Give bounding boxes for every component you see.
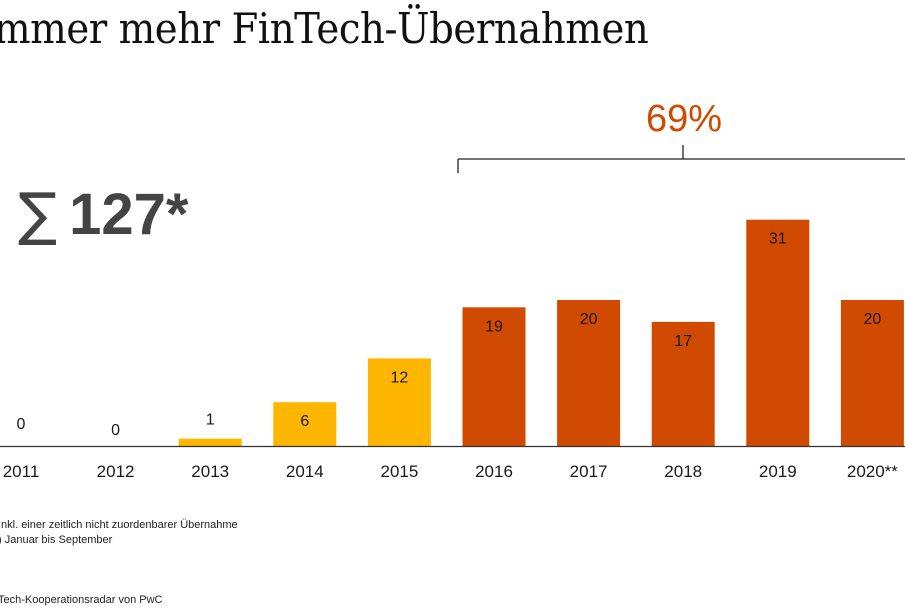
data-label: 20 [864, 311, 882, 328]
x-tick-label: 2018 [664, 462, 702, 481]
x-tick-label: 2012 [97, 462, 135, 481]
x-tick-label: 2014 [286, 462, 324, 481]
x-tick-label: 2013 [191, 462, 229, 481]
footnote-2: ) Januar bis September [0, 534, 113, 546]
x-tick-label: 2015 [380, 462, 418, 481]
bracket-label: 69% [646, 98, 723, 140]
bar-2018 [651, 321, 715, 446]
data-label: 31 [769, 231, 787, 248]
x-tick-label: 2011 [3, 462, 40, 481]
bar-2014 [273, 402, 337, 446]
x-tick-label: 2016 [475, 462, 513, 481]
x-tick-label: 2019 [759, 462, 797, 481]
bar-2013 [178, 438, 242, 446]
bar-2020** [840, 300, 904, 446]
data-label: 0 [111, 422, 120, 439]
data-label: 17 [674, 333, 692, 350]
bar-2015 [367, 358, 431, 446]
total-annotation: ∑ 127* [18, 180, 188, 248]
data-label: 0 [17, 416, 26, 433]
footnote-1: Inkl. einer zeitlich nicht zuordenbarer … [0, 519, 238, 531]
chart-title: mmer mehr FinTech-Übernahmen [0, 4, 649, 53]
data-label: 12 [391, 369, 409, 386]
source-note: Tech-Kooperationsradar von PwC [0, 594, 163, 606]
sum-symbol-icon: ∑ [18, 180, 58, 248]
data-label: 19 [485, 318, 503, 335]
bar-2016 [462, 307, 526, 446]
data-label: 20 [580, 311, 598, 328]
bar-2017 [557, 300, 621, 446]
total-value: 127* [69, 182, 189, 247]
data-label: 6 [300, 413, 309, 430]
x-tick-label: 2020** [847, 462, 898, 481]
data-label: 1 [206, 412, 215, 429]
x-tick-label: 2017 [570, 462, 608, 481]
bar-2019 [746, 219, 810, 446]
